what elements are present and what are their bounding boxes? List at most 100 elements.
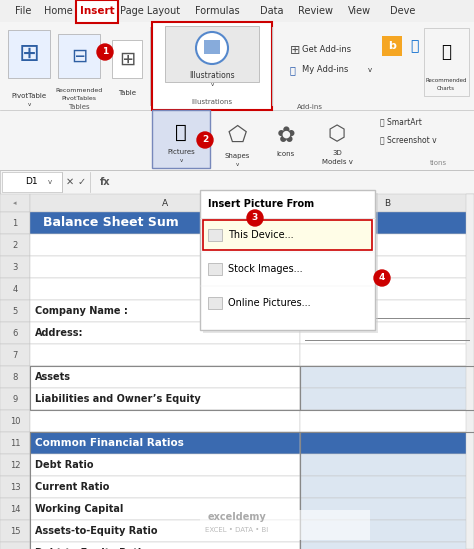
Bar [8, 30, 50, 78]
Text: ⊞: ⊞ [290, 43, 301, 57]
Text: 2: 2 [202, 136, 208, 144]
Bar [300, 212, 474, 234]
Text: 14: 14 [10, 505, 20, 513]
Bar [30, 498, 300, 520]
Circle shape [374, 270, 390, 286]
Bar [300, 432, 474, 549]
Text: Shapes: Shapes [224, 153, 250, 159]
Text: Review: Review [299, 6, 334, 16]
Text: ⬠: ⬠ [228, 126, 246, 146]
Text: Balance Sheet Sum: Balance Sheet Sum [43, 216, 179, 229]
Text: 1: 1 [12, 219, 18, 227]
Text: Company Name :: Company Name : [35, 306, 128, 316]
Bar [300, 476, 474, 498]
Bar [466, 194, 474, 549]
Text: ✿: ✿ [277, 126, 295, 146]
Bar [208, 263, 222, 275]
Text: Table: Table [118, 90, 136, 96]
Text: EXCEL • DATA • BI: EXCEL • DATA • BI [205, 527, 269, 533]
Text: 🔵: 🔵 [290, 65, 296, 75]
Text: v: v [179, 159, 182, 164]
Text: Get Add-ins: Get Add-ins [302, 46, 351, 54]
Bar [208, 229, 222, 241]
Bar [30, 410, 300, 432]
Circle shape [97, 44, 113, 60]
Text: ⊞: ⊞ [119, 49, 135, 69]
Bar [0, 0, 474, 22]
Text: Add-ins: Add-ins [297, 104, 323, 110]
Text: D1: D1 [25, 177, 37, 187]
Bar [0, 278, 30, 300]
Text: Formulas: Formulas [195, 6, 240, 16]
Text: Online Pictures...: Online Pictures... [228, 298, 310, 308]
Bar [0, 322, 30, 344]
Bar [30, 520, 300, 542]
Bar [424, 28, 469, 96]
Bar [30, 344, 300, 366]
Bar [58, 34, 100, 78]
Text: 3D: 3D [332, 150, 342, 156]
Text: Illustrations: Illustrations [191, 99, 233, 105]
Bar [30, 432, 300, 454]
Text: 🌿 SmartArt: 🌿 SmartArt [380, 117, 422, 126]
Text: 📊: 📊 [441, 43, 451, 61]
Bar [300, 410, 474, 432]
Bar [30, 388, 300, 410]
Text: Liabilities and Owner’s Equity: Liabilities and Owner’s Equity [35, 394, 201, 404]
Text: 12: 12 [10, 461, 20, 469]
Text: 🔷: 🔷 [410, 39, 418, 53]
Text: Common Financial Ratios: Common Financial Ratios [35, 438, 184, 448]
Text: 15: 15 [10, 526, 20, 535]
Bar [152, 22, 272, 110]
Bar [300, 388, 474, 410]
Bar [2, 172, 62, 192]
Circle shape [197, 132, 213, 148]
Text: This Device...: This Device... [228, 230, 293, 240]
Bar [0, 366, 30, 388]
Bar [0, 110, 474, 170]
Bar [30, 212, 300, 234]
Bar [203, 220, 372, 250]
Text: PivotTable: PivotTable [11, 93, 46, 99]
Text: 3: 3 [252, 214, 258, 222]
Text: Illustrations: Illustrations [189, 71, 235, 81]
Bar [0, 256, 30, 278]
Bar [300, 344, 474, 366]
Text: 3: 3 [12, 262, 18, 272]
Text: 5: 5 [12, 306, 18, 316]
Bar [30, 476, 300, 498]
Text: View: View [347, 6, 371, 16]
Bar [30, 454, 300, 476]
Text: 7: 7 [12, 350, 18, 360]
Text: 4: 4 [379, 273, 385, 283]
Bar [0, 454, 30, 476]
Text: 2: 2 [12, 240, 18, 249]
Text: ⊞: ⊞ [18, 42, 39, 66]
Bar [208, 297, 222, 309]
Bar [0, 520, 30, 542]
Text: ◂: ◂ [13, 200, 17, 206]
Text: 11: 11 [10, 439, 20, 447]
Circle shape [196, 32, 228, 64]
Text: v: v [368, 67, 372, 73]
Text: v: v [48, 179, 52, 185]
Bar [0, 498, 30, 520]
Bar [300, 256, 474, 278]
Text: Recommended: Recommended [55, 87, 103, 92]
Bar [0, 432, 30, 454]
Bar [0, 542, 30, 549]
Text: Working Capital: Working Capital [35, 504, 123, 514]
Text: Home: Home [44, 6, 73, 16]
Bar [0, 212, 30, 234]
Bar [204, 40, 220, 54]
Bar [0, 300, 30, 322]
Text: Stock Images...: Stock Images... [228, 264, 302, 274]
Bar [30, 300, 300, 322]
Bar [300, 366, 474, 410]
Text: My Add-ins: My Add-ins [302, 65, 348, 75]
Text: 8: 8 [12, 373, 18, 382]
Bar [30, 322, 300, 344]
Bar [0, 476, 30, 498]
Text: ✓: ✓ [78, 177, 86, 187]
Bar [0, 344, 30, 366]
